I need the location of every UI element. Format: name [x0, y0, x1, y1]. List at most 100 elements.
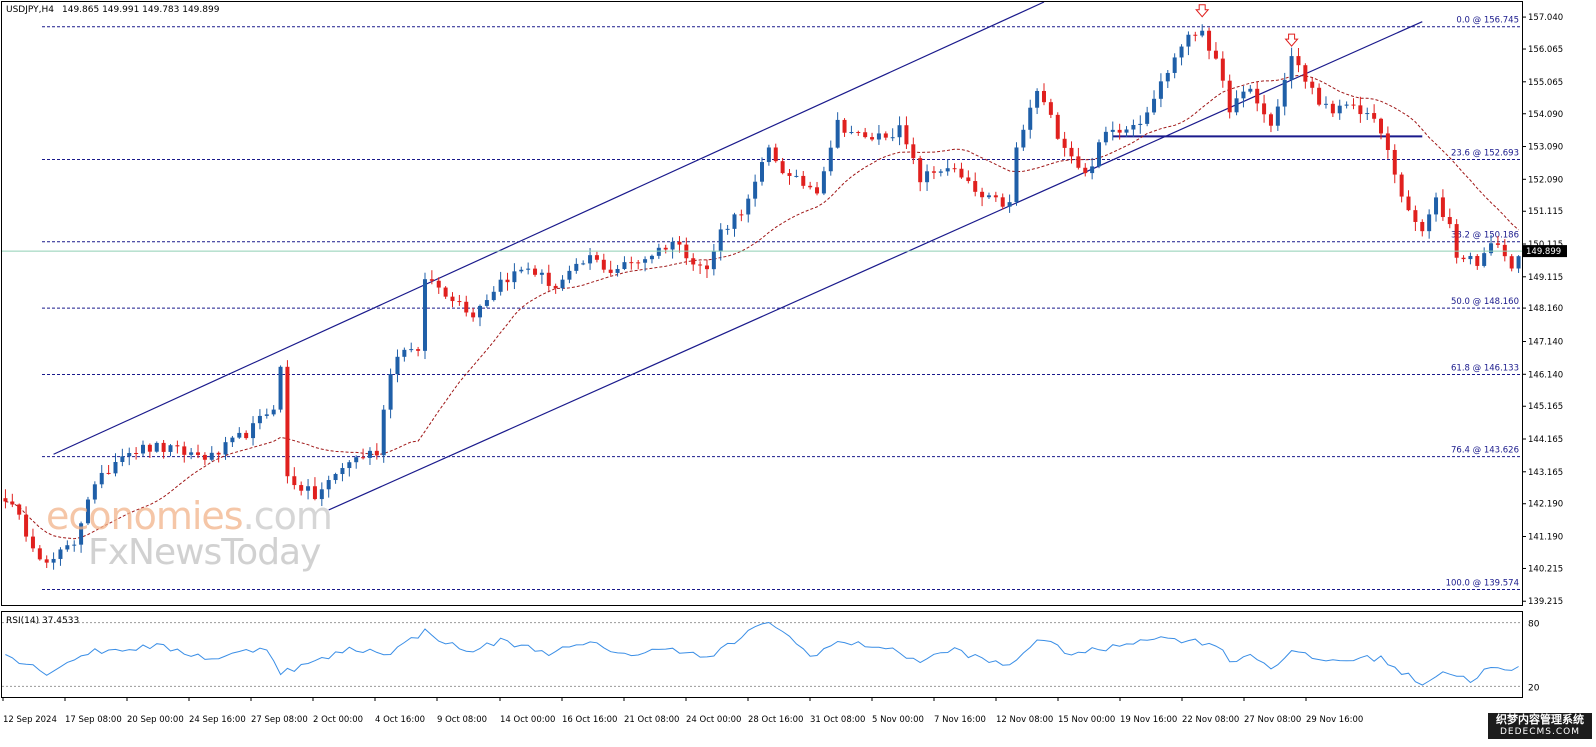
- candle[interactable]: [422, 272, 427, 360]
- candle[interactable]: [1406, 190, 1411, 212]
- candle[interactable]: [299, 481, 304, 496]
- candle[interactable]: [505, 272, 510, 291]
- candle[interactable]: [677, 236, 682, 253]
- candle[interactable]: [533, 265, 538, 277]
- candle[interactable]: [1489, 234, 1494, 256]
- candle[interactable]: [319, 482, 324, 507]
- candle[interactable]: [1268, 112, 1273, 133]
- candle[interactable]: [51, 552, 56, 570]
- candle[interactable]: [17, 503, 22, 520]
- candle[interactable]: [1227, 74, 1232, 119]
- candle[interactable]: [842, 118, 847, 137]
- candle[interactable]: [471, 307, 476, 322]
- candle[interactable]: [649, 254, 654, 264]
- candle[interactable]: [1145, 106, 1150, 127]
- candle[interactable]: [629, 256, 634, 270]
- candle[interactable]: [1358, 96, 1363, 123]
- candle[interactable]: [615, 264, 620, 277]
- candle[interactable]: [1351, 98, 1356, 110]
- candle[interactable]: [718, 223, 723, 261]
- candle[interactable]: [732, 212, 737, 237]
- candle[interactable]: [361, 448, 366, 460]
- candle[interactable]: [1090, 157, 1095, 180]
- candle[interactable]: [952, 163, 957, 173]
- candle[interactable]: [1475, 254, 1480, 270]
- candle[interactable]: [237, 427, 242, 439]
- candle[interactable]: [436, 277, 441, 294]
- candle[interactable]: [1097, 139, 1102, 169]
- candle[interactable]: [1000, 193, 1005, 210]
- candle[interactable]: [938, 169, 943, 177]
- candle[interactable]: [588, 248, 593, 270]
- candle[interactable]: [1158, 73, 1163, 108]
- candle[interactable]: [37, 545, 42, 561]
- candle[interactable]: [58, 547, 63, 566]
- candle[interactable]: [1337, 99, 1342, 120]
- candle[interactable]: [794, 169, 799, 178]
- candle[interactable]: [1220, 51, 1225, 88]
- candle[interactable]: [92, 481, 97, 504]
- candle[interactable]: [512, 263, 517, 290]
- candle[interactable]: [1138, 115, 1143, 134]
- candle[interactable]: [567, 265, 572, 284]
- candle[interactable]: [120, 448, 125, 467]
- candle[interactable]: [849, 125, 854, 135]
- candle[interactable]: [457, 294, 462, 306]
- candle[interactable]: [1434, 192, 1439, 222]
- candle[interactable]: [1117, 123, 1122, 140]
- candle[interactable]: [244, 430, 249, 440]
- candle[interactable]: [3, 489, 8, 509]
- candle[interactable]: [856, 130, 861, 136]
- candle[interactable]: [608, 260, 613, 276]
- candle[interactable]: [1365, 107, 1370, 121]
- candle[interactable]: [821, 166, 826, 196]
- candle[interactable]: [223, 436, 228, 460]
- candle[interactable]: [264, 408, 269, 419]
- candle[interactable]: [443, 286, 448, 299]
- candle[interactable]: [870, 132, 875, 142]
- candle[interactable]: [1234, 90, 1239, 116]
- candle[interactable]: [1255, 81, 1260, 112]
- candle[interactable]: [1213, 42, 1218, 60]
- candle[interactable]: [1289, 47, 1294, 89]
- candle[interactable]: [381, 405, 386, 463]
- candle[interactable]: [1317, 83, 1322, 107]
- candle[interactable]: [429, 270, 434, 285]
- candle[interactable]: [416, 346, 421, 357]
- candle[interactable]: [1461, 255, 1466, 263]
- candle[interactable]: [312, 477, 317, 501]
- candle[interactable]: [1055, 112, 1060, 140]
- candle[interactable]: [663, 244, 668, 254]
- candle[interactable]: [704, 259, 709, 278]
- candle[interactable]: [553, 283, 558, 294]
- candle[interactable]: [643, 256, 648, 272]
- candle[interactable]: [1124, 126, 1129, 137]
- candle[interactable]: [1048, 98, 1053, 119]
- candle[interactable]: [691, 253, 696, 271]
- candle[interactable]: [890, 128, 895, 142]
- candle[interactable]: [168, 444, 173, 457]
- candle[interactable]: [1069, 141, 1074, 164]
- candle[interactable]: [402, 347, 407, 362]
- candle[interactable]: [134, 447, 139, 460]
- candle[interactable]: [746, 194, 751, 223]
- candle[interactable]: [801, 171, 806, 189]
- candle[interactable]: [127, 447, 132, 466]
- candle[interactable]: [1379, 117, 1384, 140]
- candle[interactable]: [65, 540, 70, 552]
- candle[interactable]: [519, 266, 524, 274]
- candle[interactable]: [147, 443, 152, 458]
- candle[interactable]: [1131, 119, 1136, 138]
- candle[interactable]: [1193, 31, 1198, 42]
- candle[interactable]: [30, 528, 35, 552]
- candle[interactable]: [897, 116, 902, 146]
- candle[interactable]: [993, 191, 998, 202]
- candle[interactable]: [1035, 88, 1040, 115]
- candle[interactable]: [1282, 72, 1287, 116]
- candle[interactable]: [863, 127, 868, 139]
- candle[interactable]: [601, 253, 606, 273]
- candle[interactable]: [113, 453, 118, 477]
- candle[interactable]: [574, 258, 579, 274]
- candle[interactable]: [980, 187, 985, 207]
